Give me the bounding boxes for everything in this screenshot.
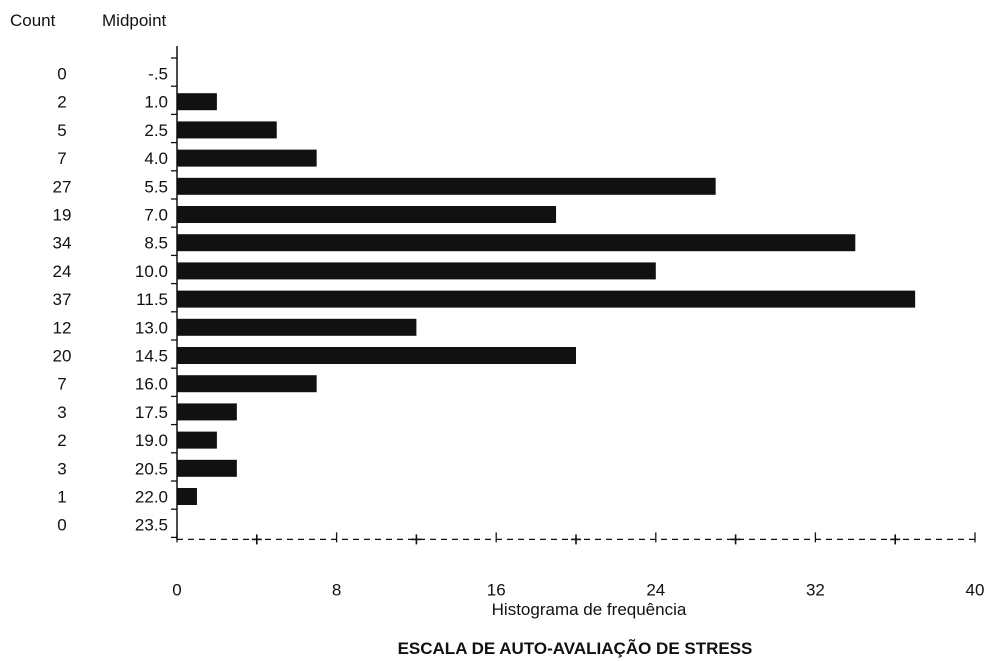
midpoint-label-5: 7.0 xyxy=(144,206,168,225)
midpoint-label-10: 14.5 xyxy=(135,347,168,366)
midpoint-label-3: 4.0 xyxy=(144,149,168,168)
bar-12 xyxy=(177,403,237,421)
x-tick-label-3: 24 xyxy=(646,580,665,599)
midpoint-header: Midpoint xyxy=(102,11,167,30)
bar-15 xyxy=(177,488,197,506)
midpoint-label-14: 20.5 xyxy=(135,459,168,478)
x-axis-tick-labels: 0 8 16 24 32 40 xyxy=(172,580,984,599)
midpoint-label-7: 10.0 xyxy=(135,262,168,281)
count-label-5: 19 xyxy=(53,206,72,225)
count-label-15: 1 xyxy=(57,488,66,507)
y-axis-ticks xyxy=(171,57,177,539)
bar-6 xyxy=(177,234,856,252)
x-tick-label-0: 0 xyxy=(172,580,181,599)
count-label-16: 0 xyxy=(57,516,66,535)
count-label-9: 12 xyxy=(53,318,72,337)
bar-7 xyxy=(177,262,656,280)
count-label-3: 7 xyxy=(57,149,66,168)
x-tick-label-2: 16 xyxy=(487,580,506,599)
midpoint-label-13: 19.0 xyxy=(135,431,168,450)
x-tick-label-4: 32 xyxy=(806,580,825,599)
bar-14 xyxy=(177,459,237,477)
midpoint-label-12: 17.5 xyxy=(135,403,168,422)
chart-title: ESCALA DE AUTO-AVALIAÇÃO DE STRESS xyxy=(398,638,753,658)
count-label-10: 20 xyxy=(53,347,72,366)
count-label-12: 3 xyxy=(57,403,66,422)
midpoint-label-8: 11.5 xyxy=(136,290,168,309)
count-label-1: 2 xyxy=(57,93,66,112)
x-axis-marks xyxy=(176,532,976,545)
bar-13 xyxy=(177,431,217,449)
bar-9 xyxy=(177,318,417,336)
bar-4 xyxy=(177,177,716,195)
midpoint-label-1: 1.0 xyxy=(144,93,168,112)
midpoint-label-6: 8.5 xyxy=(144,234,168,253)
bar-10 xyxy=(177,347,576,365)
bar-5 xyxy=(177,206,557,224)
count-label-2: 5 xyxy=(57,121,66,140)
count-header: Count xyxy=(10,11,56,30)
count-label-11: 7 xyxy=(57,375,66,394)
count-label-0: 0 xyxy=(57,65,66,84)
midpoint-label-16: 23.5 xyxy=(135,516,168,535)
count-label-4: 27 xyxy=(53,177,72,196)
bar-11 xyxy=(177,375,317,393)
count-label-7: 24 xyxy=(53,262,72,281)
x-tick-label-5: 40 xyxy=(966,580,985,599)
midpoint-label-15: 22.0 xyxy=(135,488,168,507)
count-label-6: 34 xyxy=(53,234,72,253)
count-label-8: 37 xyxy=(53,290,72,309)
x-axis-label: Histograma de frequência xyxy=(492,600,687,619)
bar-8 xyxy=(177,290,916,308)
bar-2 xyxy=(177,121,277,139)
midpoint-label-4: 5.5 xyxy=(144,177,168,196)
count-label-14: 3 xyxy=(57,459,66,478)
midpoint-label-9: 13.0 xyxy=(135,318,168,337)
bar-1 xyxy=(177,93,217,111)
count-label-13: 2 xyxy=(57,431,66,450)
midpoint-label-0: -.5 xyxy=(148,65,168,84)
bar-3 xyxy=(177,149,317,167)
midpoint-label-11: 16.0 xyxy=(135,375,168,394)
x-tick-label-1: 8 xyxy=(332,580,341,599)
midpoint-label-2: 2.5 xyxy=(144,121,168,140)
row-labels-group: 0 -.52 1.05 2.57 4.027 5.519 7.034 8.524 10.037 1… xyxy=(53,65,168,535)
bars-group xyxy=(177,93,916,506)
